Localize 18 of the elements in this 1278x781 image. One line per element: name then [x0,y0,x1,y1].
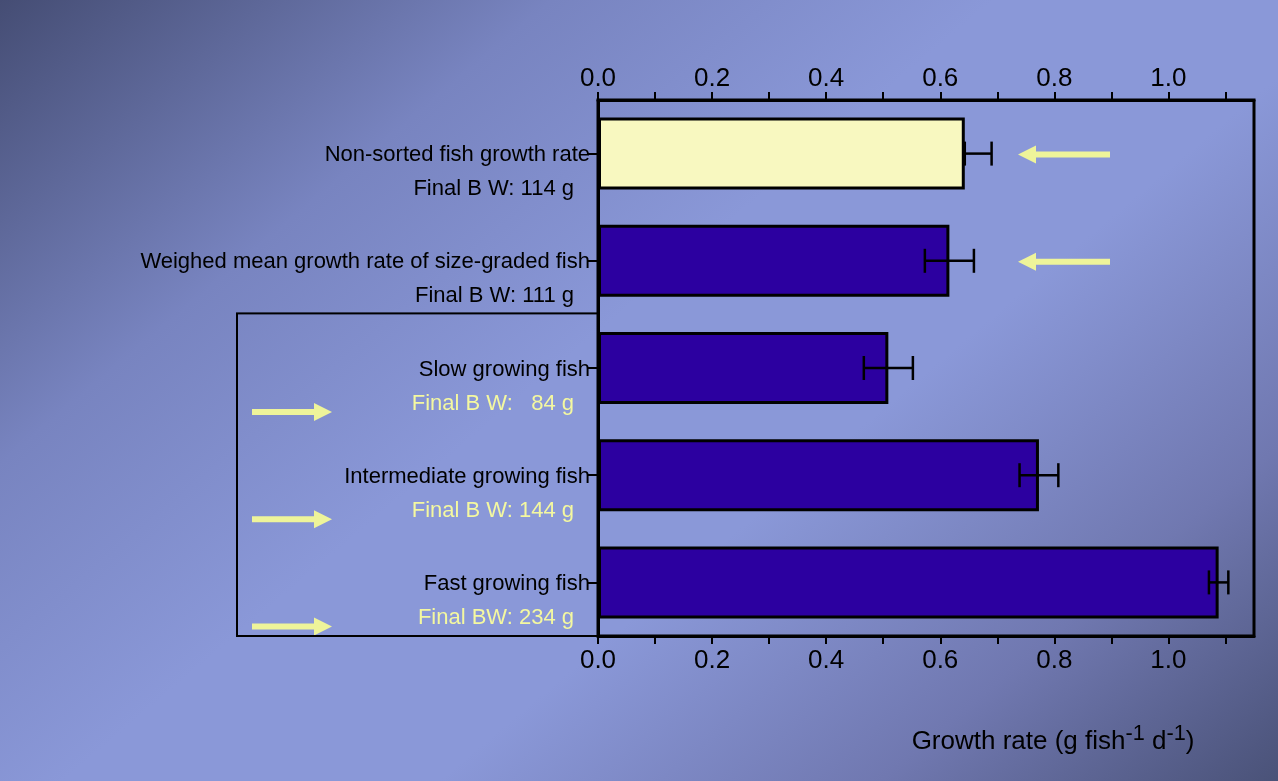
x2-tick-label: 0.2 [694,62,731,92]
x2-tick-label: 0.8 [1036,62,1073,92]
x-tick-label: 1.0 [1150,644,1187,674]
x-tick-label: 0.2 [694,644,731,674]
x-tick-label: 0.4 [808,644,845,674]
x-tick-label: 0.6 [922,644,959,674]
y-tick-label: Slow growing fish Final B W: 84 g [411,355,590,415]
y-tick-label: Non-sorted fish growth rate Final B W: 114 g [324,141,590,201]
y-tick-label: Weighed mean growth rate of size-graded fish Final B W: 111 g [140,248,590,308]
y-tick-label: Fast growing fish Final BW: 234 g [417,569,590,629]
x2-tick-label: 0.4 [808,62,845,92]
y-tick-label: Intermediate growing fish Final B W: 144 g [344,462,590,522]
x-tick-label: 0.0 [579,644,617,674]
x-axis-title: Growth rate (g fish$^{-1}$ d$^{-1}$) [911,719,1195,757]
x2-tick-label: 0.0 [579,62,617,92]
x-tick-label: 0.8 [1036,644,1073,674]
x2-tick-label: 1.0 [1150,62,1187,92]
x2-tick-label: 0.6 [922,62,959,92]
